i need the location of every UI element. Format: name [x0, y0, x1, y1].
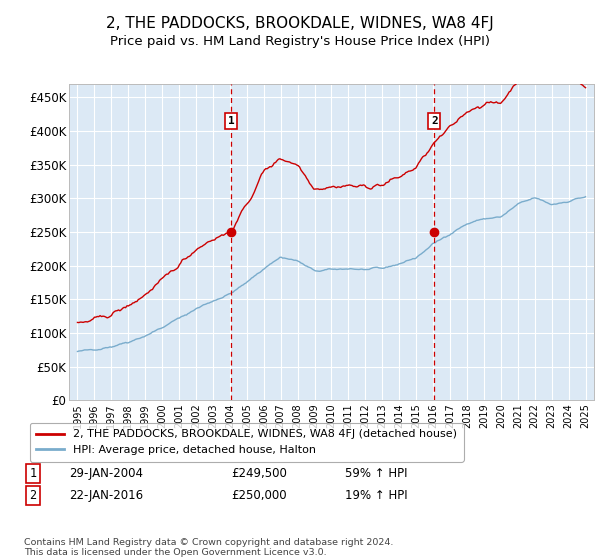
Text: 22-JAN-2016: 22-JAN-2016 [69, 489, 143, 502]
Text: 59% ↑ HPI: 59% ↑ HPI [345, 466, 407, 480]
Text: £249,500: £249,500 [231, 466, 287, 480]
Text: 19% ↑ HPI: 19% ↑ HPI [345, 489, 407, 502]
Text: 2: 2 [431, 116, 437, 126]
Legend: 2, THE PADDOCKS, BROOKDALE, WIDNES, WA8 4FJ (detached house), HPI: Average price: 2, THE PADDOCKS, BROOKDALE, WIDNES, WA8 … [29, 423, 464, 461]
Text: 2, THE PADDOCKS, BROOKDALE, WIDNES, WA8 4FJ: 2, THE PADDOCKS, BROOKDALE, WIDNES, WA8 … [106, 16, 494, 31]
Text: 1: 1 [228, 116, 235, 126]
Text: 29-JAN-2004: 29-JAN-2004 [69, 466, 143, 480]
Text: 1: 1 [29, 466, 37, 480]
Text: 2: 2 [29, 489, 37, 502]
Text: £250,000: £250,000 [231, 489, 287, 502]
Text: Price paid vs. HM Land Registry's House Price Index (HPI): Price paid vs. HM Land Registry's House … [110, 35, 490, 49]
Text: Contains HM Land Registry data © Crown copyright and database right 2024.
This d: Contains HM Land Registry data © Crown c… [24, 538, 394, 557]
